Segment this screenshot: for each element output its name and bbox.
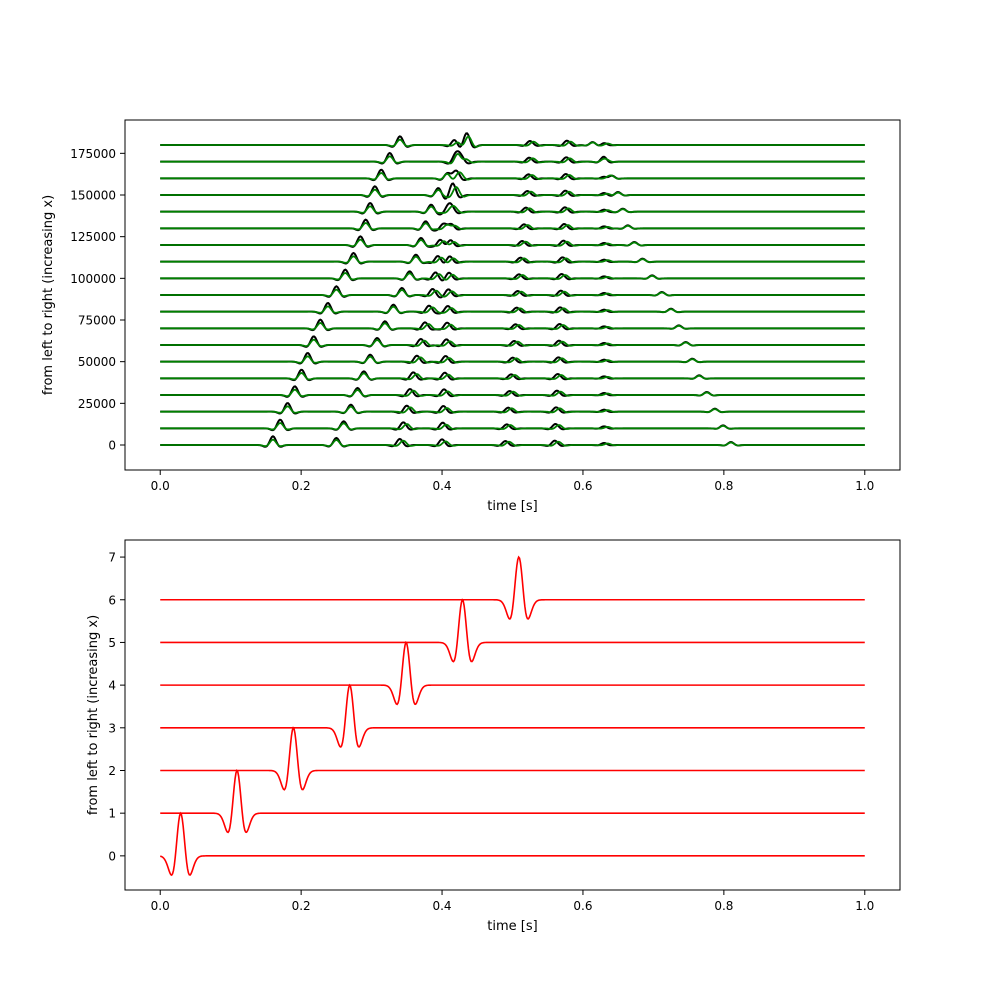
y-tick-label: 125000	[70, 230, 116, 244]
modeled-trace-line	[160, 272, 865, 281]
x-tick-label: 0.2	[292, 899, 311, 913]
modeled-trace-line	[160, 305, 865, 314]
wavelet-line	[160, 726, 865, 791]
series-group	[160, 555, 865, 877]
modeled-trace-line	[160, 322, 865, 331]
modeled-trace-line	[160, 422, 865, 431]
y-tick-label: 150000	[70, 189, 116, 203]
y-tick-label: 3	[108, 721, 116, 735]
modeled-trace-line	[160, 372, 865, 381]
modeled-trace-line	[160, 255, 865, 264]
x-tick-label: 0.6	[573, 899, 592, 913]
modeled-trace-line	[160, 338, 865, 348]
modeled-trace-line	[160, 153, 865, 165]
y-tick-label: 25000	[78, 397, 116, 411]
y-tick-label: 0	[108, 439, 116, 453]
modeled-trace-line	[160, 405, 865, 414]
modeled-trace-line	[160, 355, 865, 364]
y-axis-label: from left to right (increasing x)	[86, 615, 101, 815]
y-tick-label: 0	[108, 849, 116, 863]
wavelet-line	[160, 768, 865, 834]
y-axis-label: from left to right (increasing x)	[41, 195, 56, 395]
x-tick-label: 0.2	[292, 479, 311, 493]
x-axis: 0.0 0.2 0.4 0.6 0.8 1.0	[151, 890, 874, 913]
y-tick-label: 175000	[70, 147, 116, 161]
y-tick-label: 7	[108, 551, 116, 565]
x-tick-label: 1.0	[855, 479, 874, 493]
x-tick-label: 0.6	[573, 479, 592, 493]
y-tick-label: 1	[108, 807, 116, 821]
modeled-trace-line	[160, 186, 865, 199]
plot-frame	[124, 119, 901, 471]
y-tick-label: 6	[108, 593, 116, 607]
modeled-trace-line	[160, 438, 865, 448]
y-axis: 0 25000 50000 75000 100000 125000 150000 175000	[70, 147, 125, 453]
y-tick-label: 100000	[70, 272, 116, 286]
observed-trace-line	[160, 202, 865, 216]
y-axis: 0 1 2 3 4 5 6 7	[108, 551, 125, 863]
x-axis-label: time [s]	[487, 499, 537, 514]
modeled-trace-line	[160, 288, 865, 298]
x-tick-label: 1.0	[855, 899, 874, 913]
modeled-trace-line	[160, 388, 865, 398]
y-tick-label: 75000	[78, 314, 116, 328]
x-tick-label: 0.0	[151, 479, 170, 493]
x-tick-label: 0.8	[714, 899, 733, 913]
wavelet-line	[160, 640, 865, 706]
wavelet-line	[160, 598, 865, 663]
modeled-trace-line	[160, 204, 865, 214]
x-tick-label: 0.0	[151, 899, 170, 913]
x-tick-label: 0.4	[432, 899, 451, 913]
modeled-trace-line	[160, 171, 865, 181]
x-axis-label: time [s]	[487, 919, 537, 934]
modeled-trace-line	[160, 238, 865, 248]
chart-seismic-traces: 0.0 0.2 0.4 0.6 0.8 1.0 0 25000 50000 75000 10000…	[41, 119, 901, 514]
wavelet-line	[160, 683, 865, 749]
series-group	[160, 132, 865, 448]
modeled-trace-line	[160, 222, 865, 231]
plot-frame	[124, 539, 901, 891]
wavelet-line	[160, 555, 865, 620]
y-tick-label: 5	[108, 636, 116, 650]
x-tick-label: 0.8	[714, 479, 733, 493]
modeled-trace-line	[160, 135, 865, 148]
y-tick-label: 50000	[78, 355, 116, 369]
x-axis: 0.0 0.2 0.4 0.6 0.8 1.0	[151, 470, 874, 493]
y-tick-label: 2	[108, 764, 116, 778]
observed-trace-line	[160, 182, 865, 200]
chart-source-wavelets: 0.0 0.2 0.4 0.6 0.8 1.0 0 1 2 3 4 5 6 7 time [s] fro…	[86, 539, 901, 934]
wavelet-line	[160, 811, 865, 877]
y-tick-label: 4	[108, 679, 116, 693]
x-tick-label: 0.4	[432, 479, 451, 493]
